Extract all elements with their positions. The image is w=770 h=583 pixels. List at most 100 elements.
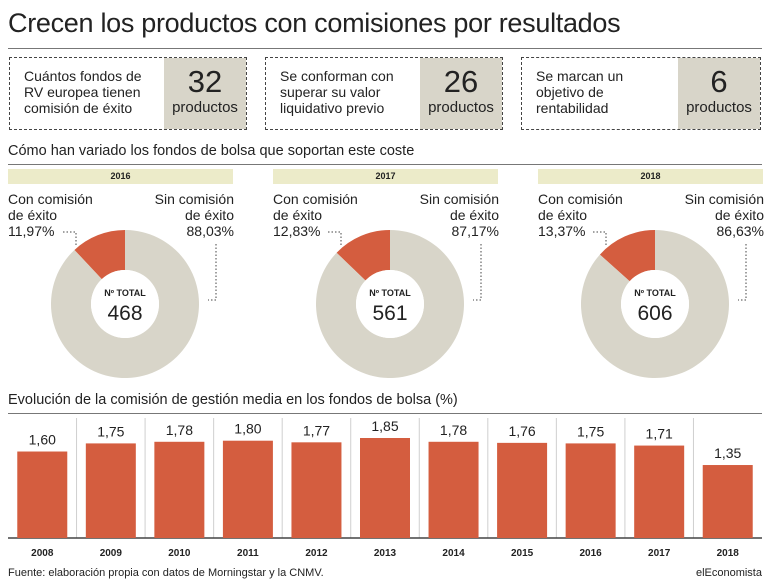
donut-label-line: Con comisión xyxy=(8,191,93,207)
stat-box-text-line: rentabilidad xyxy=(536,100,609,116)
donut-label-con-comision: Con comisión de éxito 13,37% xyxy=(538,191,623,239)
donut-total-value: 468 xyxy=(107,302,142,325)
bar-category-label: 2017 xyxy=(648,548,671,559)
donut-label-con-comision: Con comisión de éxito 11,97% xyxy=(8,191,93,239)
bar-2016 xyxy=(565,443,616,538)
donut-section-divider xyxy=(8,164,762,165)
bar-value-label: 1,80 xyxy=(234,421,261,437)
bar-2015 xyxy=(497,442,548,538)
donut-label-line: de éxito xyxy=(184,207,234,223)
stat-box-unit: productos xyxy=(428,99,494,116)
donut-label-percent: 88,03% xyxy=(186,223,234,239)
leader-line-sin xyxy=(208,244,217,301)
donut-total-value: 606 xyxy=(637,302,672,325)
stat-box-unit: productos xyxy=(172,99,238,116)
stat-box-text-line: liquidativo previo xyxy=(280,100,385,116)
leader-line-con xyxy=(328,231,342,246)
donut-label-line: Sin comisión xyxy=(419,191,499,207)
donut-label-line: Con comisión xyxy=(273,191,358,207)
donut-label-line: de éxito xyxy=(538,207,588,223)
bar-2014 xyxy=(428,441,479,538)
donut-label-line: Con comisión xyxy=(538,191,623,207)
bar-category-label: 2012 xyxy=(305,548,328,559)
donut-label-line: de éxito xyxy=(714,207,764,223)
year-band-2017: 2017 xyxy=(273,169,498,184)
source-footer: Fuente: elaboración propia con datos de … xyxy=(8,567,324,579)
donut-label-line: de éxito xyxy=(449,207,499,223)
donut-center-label: Nº TOTAL xyxy=(369,288,411,298)
donut-label-line: de éxito xyxy=(273,207,323,223)
bar-category-label: 2018 xyxy=(717,548,740,559)
bar-value-label: 1,35 xyxy=(714,445,741,461)
donut-label-percent: 12,83% xyxy=(273,223,321,239)
donut-slice-2017-0 xyxy=(336,230,390,281)
donut-label-percent: 13,37% xyxy=(538,223,586,239)
bar-value-label: 1,71 xyxy=(646,426,673,442)
bar-category-label: 2015 xyxy=(511,548,534,559)
bar-2017 xyxy=(634,445,685,538)
bar-2011 xyxy=(222,440,273,538)
donut-slice-2018-0 xyxy=(599,230,655,282)
bar-category-label: 2016 xyxy=(580,548,603,559)
stat-box-number: 26 xyxy=(443,64,479,99)
donut-section-title: Cómo han variado los fondos de bolsa que… xyxy=(8,143,415,159)
bar-value-label: 1,78 xyxy=(166,422,193,438)
donut-label-line: Sin comisión xyxy=(684,191,764,207)
donut-center-label: Nº TOTAL xyxy=(104,288,146,298)
donut-label-percent: 87,17% xyxy=(451,223,499,239)
title-divider xyxy=(8,48,762,49)
bar-value-label: 1,60 xyxy=(29,432,56,448)
donut-label-line: Sin comisión xyxy=(154,191,234,207)
stat-box-text-line: Cuántos fondos de xyxy=(24,68,142,84)
donut-label-con-comision: Con comisión de éxito 12,83% xyxy=(273,191,358,239)
year-band-2016: 2016 xyxy=(8,169,233,184)
donut-slice-2017-1 xyxy=(316,230,464,378)
donut-label-sin-comision: Sin comisión de éxito 88,03% xyxy=(133,191,234,239)
leader-line-con xyxy=(593,231,607,246)
bar-value-label: 1,78 xyxy=(440,422,467,438)
donut-hole xyxy=(621,270,689,338)
donut-label-line: de éxito xyxy=(8,207,58,223)
bar-2008 xyxy=(17,451,68,538)
bar-category-label: 2009 xyxy=(100,548,123,559)
leader-line-sin xyxy=(473,244,482,301)
stat-box-number: 32 xyxy=(187,64,223,99)
stat-box-valor-liquidativo: Se conforman con superar su valor liquid… xyxy=(265,57,503,130)
stat-box-rv-europea: Cuántos fondos de RV europea tienen comi… xyxy=(9,57,247,130)
page-title: Crecen los productos con comisiones por … xyxy=(8,8,621,38)
stat-box-text-line: Se conforman con xyxy=(280,68,394,84)
bar-category-label: 2013 xyxy=(374,548,397,559)
stat-box-number-panel: 32 productos xyxy=(164,58,246,129)
bar-value-label: 1,85 xyxy=(371,418,398,434)
bar-value-label: 1,75 xyxy=(577,423,604,439)
leader-line-sin xyxy=(738,244,747,301)
stat-box-text-line: RV europea tienen xyxy=(24,84,141,100)
donut-label-percent: 86,63% xyxy=(716,223,764,239)
bar-section-divider xyxy=(8,413,762,414)
stat-box-unit: productos xyxy=(686,99,752,116)
donut-hole xyxy=(356,270,424,338)
bar-2018 xyxy=(702,465,753,538)
bar-value-label: 1,77 xyxy=(303,422,330,438)
bar-section-title: Evolución de la comisión de gestión medi… xyxy=(8,392,458,408)
donut-label-sin-comision: Sin comisión de éxito 87,17% xyxy=(398,191,499,239)
bar-value-label: 1,75 xyxy=(97,423,124,439)
stat-box-text-line: superar su valor xyxy=(280,84,381,100)
bar-2013 xyxy=(360,438,410,538)
year-band-2018: 2018 xyxy=(538,169,763,184)
stat-box-rentabilidad: Se marcan un objetivo de rentabilidad 6 … xyxy=(521,57,761,130)
stat-box-number-panel: 6 productos xyxy=(678,58,760,129)
donut-slice-2018-1 xyxy=(581,230,729,378)
bar-2012 xyxy=(291,442,342,538)
donut-hole xyxy=(91,270,159,338)
stat-box-text-line: comisión de éxito xyxy=(24,100,133,116)
bar-category-label: 2010 xyxy=(168,548,191,559)
donut-label-percent: 11,97% xyxy=(8,223,55,239)
donut-slice-2016-0 xyxy=(74,230,125,280)
leader-line-con xyxy=(63,231,77,246)
bar-value-label: 1,76 xyxy=(508,423,535,439)
brand-credit: elEconomista xyxy=(695,567,762,579)
bar-category-label: 2014 xyxy=(442,548,465,559)
stat-box-number-panel: 26 productos xyxy=(420,58,502,129)
